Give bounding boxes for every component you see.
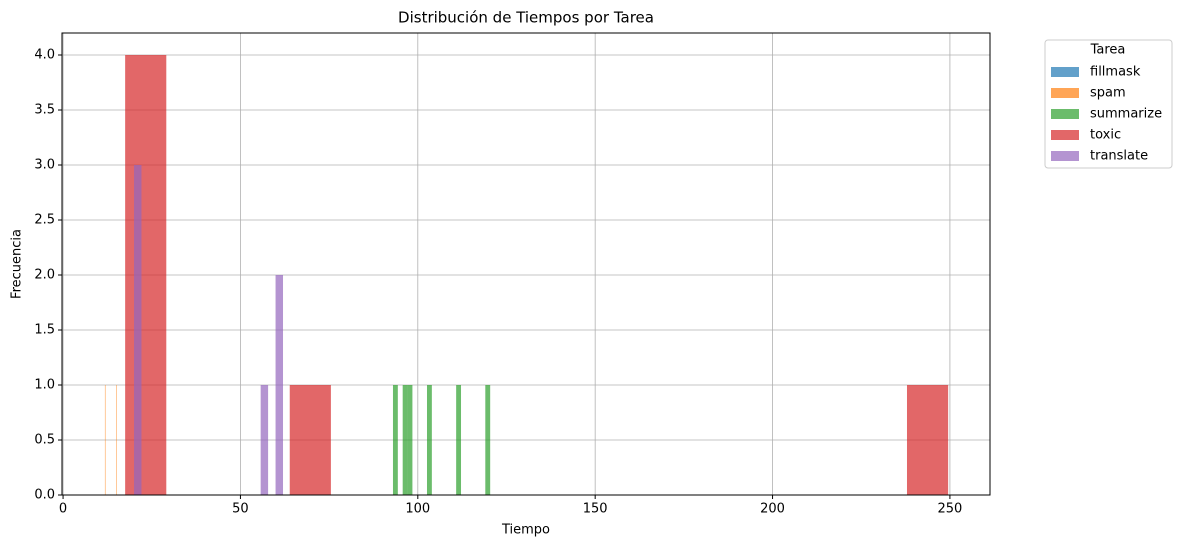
legend-swatch	[1051, 88, 1079, 98]
bar	[402, 385, 408, 495]
legend-label: spam	[1090, 86, 1126, 101]
y-tick-label: 3.5	[34, 103, 55, 118]
y-tick-label: 4.0	[34, 48, 55, 63]
legend-label: summarize	[1090, 107, 1162, 122]
bar	[125, 55, 167, 495]
y-tick-label: 2.5	[34, 213, 55, 228]
bar	[260, 385, 269, 495]
x-tick-label: 250	[938, 502, 963, 517]
legend-label: fillmask	[1090, 65, 1141, 80]
legend-label: toxic	[1090, 128, 1121, 143]
y-axis-label: Frecuencia	[10, 229, 25, 299]
x-tick-label: 150	[583, 502, 608, 517]
bar	[289, 385, 331, 495]
bar	[426, 385, 432, 495]
y-tick-label: 2.0	[34, 268, 55, 283]
bar	[275, 275, 284, 495]
x-tick-label: 50	[232, 502, 249, 517]
plot-frame	[61, 32, 991, 496]
bar	[392, 385, 398, 495]
legend-swatch	[1051, 151, 1079, 161]
legend-swatch	[1051, 130, 1079, 140]
x-tick-label: 0	[59, 502, 67, 517]
bar	[134, 165, 142, 495]
x-tick-label: 100	[405, 502, 430, 517]
x-tick-label: 200	[760, 502, 785, 517]
x-axis-label: Tiempo	[501, 523, 550, 538]
bar	[456, 385, 462, 495]
y-tick-label: 0.5	[34, 433, 55, 448]
legend-label: translate	[1090, 149, 1148, 164]
y-tick-label: 1.0	[34, 378, 55, 393]
bar	[407, 385, 413, 495]
bar	[116, 385, 117, 495]
bar	[485, 385, 491, 495]
y-tick-label: 0.0	[34, 488, 55, 503]
legend-swatch	[1051, 109, 1079, 119]
plot-area	[62, 33, 990, 496]
chart-title: Distribución de Tiempos por Tarea	[398, 9, 654, 27]
bar	[906, 385, 949, 495]
y-tick-label: 3.0	[34, 158, 55, 173]
legend-title: Tarea	[1090, 43, 1126, 58]
bar	[104, 385, 106, 495]
y-tick-label: 1.5	[34, 323, 55, 338]
legend-swatch	[1051, 67, 1079, 77]
